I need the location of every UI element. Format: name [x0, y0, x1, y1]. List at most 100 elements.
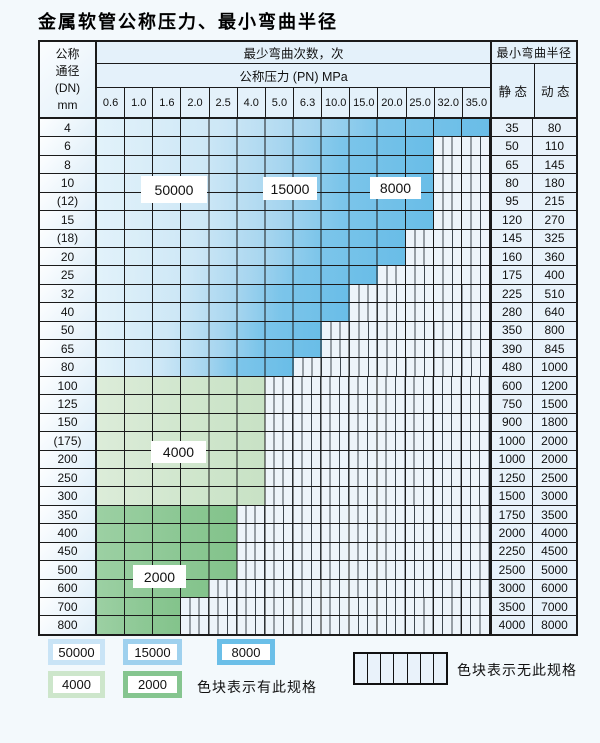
zone-label-2000: 2000	[133, 565, 186, 588]
no-spec-hatch-zone	[265, 487, 490, 505]
bend-cycles-cells	[97, 597, 490, 616]
dn-value: 65	[40, 340, 97, 358]
dn-value: 100	[40, 376, 97, 395]
table-row: 4 35 80	[40, 119, 576, 138]
dn-value: 500	[40, 561, 97, 579]
dn-value: 200	[40, 450, 97, 469]
table-row: 800 4000 8000	[40, 616, 576, 634]
dynamic-radius-value: 2500	[533, 469, 576, 487]
no-spec-hatch-zone	[321, 340, 490, 358]
pressure-col-header: 35.0	[465, 96, 488, 109]
dn-value: 40	[40, 303, 97, 321]
bend-cycles-cells	[97, 229, 490, 247]
table-row: 50 350 800	[40, 321, 576, 341]
dynamic-radius-value: 5000	[533, 561, 576, 579]
table-row: 350 1750 3500	[40, 505, 576, 525]
bend-cycles-header: 最少弯曲次数，次	[97, 42, 490, 64]
page-title: 金属软管公称压力、最小弯曲半径	[38, 12, 338, 32]
dynamic-radius-value: 6000	[533, 579, 576, 597]
spec-available-zone	[97, 542, 238, 561]
table-row: 250 1250 2500	[40, 469, 576, 488]
static-radius-value: 2500	[490, 561, 533, 579]
no-spec-hatch-zone	[265, 469, 490, 487]
dynamic-radius-value: 2000	[533, 450, 576, 469]
dynamic-radius-value: 845	[533, 340, 576, 358]
pressure-header: 公称压力 (PN) MPa	[97, 64, 490, 88]
static-radius-value: 1750	[490, 505, 533, 524]
dn-value: (12)	[40, 192, 97, 211]
pressure-col-header: 32.0	[435, 88, 463, 117]
bend-cycles-cells	[97, 505, 490, 524]
static-radius-value: 2000	[490, 524, 533, 542]
bend-cycles-cells	[97, 395, 490, 413]
spec-table: 公称 通径 (DN) mm 最少弯曲次数，次 公称压力 (PN) MPa 0.6…	[38, 40, 578, 636]
static-radius-value: 3000	[490, 579, 533, 597]
no-spec-hatch-zone	[433, 137, 490, 155]
static-radius-value: 350	[490, 321, 533, 340]
bend-cycles-cells	[97, 469, 490, 487]
no-spec-hatch-zone	[405, 247, 490, 266]
no-spec-hatch-zone	[237, 505, 490, 524]
dynamic-radius-value: 4500	[533, 542, 576, 561]
bend-cycles-cells	[97, 137, 490, 155]
dynamic-radius-value: 215	[533, 192, 576, 211]
dynamic-radius-value: 3000	[533, 487, 576, 505]
legend-swatch-8000: 8000	[217, 639, 275, 665]
dn-header-line: 公称	[55, 46, 80, 61]
zone-label-8000: 8000	[370, 177, 421, 199]
dn-value: 15	[40, 211, 97, 229]
no-spec-hatch-zone	[433, 155, 490, 174]
table-row: 100 600 1200	[40, 376, 576, 396]
bend-cycles-cells	[97, 413, 490, 432]
legend-swatch-label: 8000	[222, 644, 270, 660]
static-radius-value: 50	[490, 137, 533, 155]
table-row: 65 390 845	[40, 340, 576, 359]
bend-cycles-cells	[97, 303, 490, 321]
static-radius-value: 3500	[490, 597, 533, 616]
spec-available-zone	[97, 266, 378, 284]
spec-available-zone	[97, 229, 406, 247]
no-spec-hatch-zone	[265, 413, 490, 432]
bend-cycles-cells	[97, 266, 490, 284]
table-row: 6 50 110	[40, 137, 576, 156]
pressure-col-header: 10.0	[322, 88, 351, 117]
static-radius-value: 750	[490, 395, 533, 413]
static-radius-value: 1250	[490, 469, 533, 487]
pressure-col-header: 15.0	[350, 88, 379, 117]
no-spec-hatch-zone	[433, 192, 490, 211]
dn-value: 600	[40, 579, 97, 597]
table-row: (18) 145 325	[40, 229, 576, 248]
legend-swatch-label: 2000	[128, 676, 177, 693]
dn-value: 450	[40, 542, 97, 561]
no-spec-hatch-zone	[349, 284, 490, 303]
spec-available-zone	[97, 137, 434, 155]
bend-cycles-cells	[97, 340, 490, 358]
no-spec-hatch-zone	[181, 616, 490, 634]
no-spec-hatch-zone	[321, 321, 490, 340]
bend-cycles-cells	[97, 487, 490, 505]
dn-header-line: 通径	[55, 63, 80, 78]
zone-label-15000: 15000	[263, 177, 317, 200]
spec-available-zone	[97, 119, 490, 137]
radius-header: 最小弯曲半径	[492, 42, 576, 64]
no-spec-hatch-zone	[265, 395, 490, 413]
no-spec-hatch-zone	[209, 579, 490, 597]
spec-available-zone	[97, 413, 266, 432]
bend-cycles-cells	[97, 358, 490, 376]
table-row: 15 120 270	[40, 211, 576, 230]
bend-cycles-cells	[97, 284, 490, 303]
dynamic-radius-value: 7000	[533, 597, 576, 616]
table-row: 700 3500 7000	[40, 597, 576, 617]
spec-available-zone	[97, 340, 322, 358]
spec-available-zone	[97, 155, 434, 174]
dn-value: 700	[40, 597, 97, 616]
spec-available-zone	[97, 211, 434, 229]
no-spec-hatch-zone	[405, 229, 490, 247]
static-radius-value: 65	[490, 155, 533, 174]
table-row: 125 750 1500	[40, 395, 576, 414]
dn-value: 250	[40, 469, 97, 487]
dynamic-radius-value: 3500	[533, 505, 576, 524]
no-spec-hatch-zone	[265, 450, 490, 469]
dn-value: 4	[40, 119, 97, 137]
